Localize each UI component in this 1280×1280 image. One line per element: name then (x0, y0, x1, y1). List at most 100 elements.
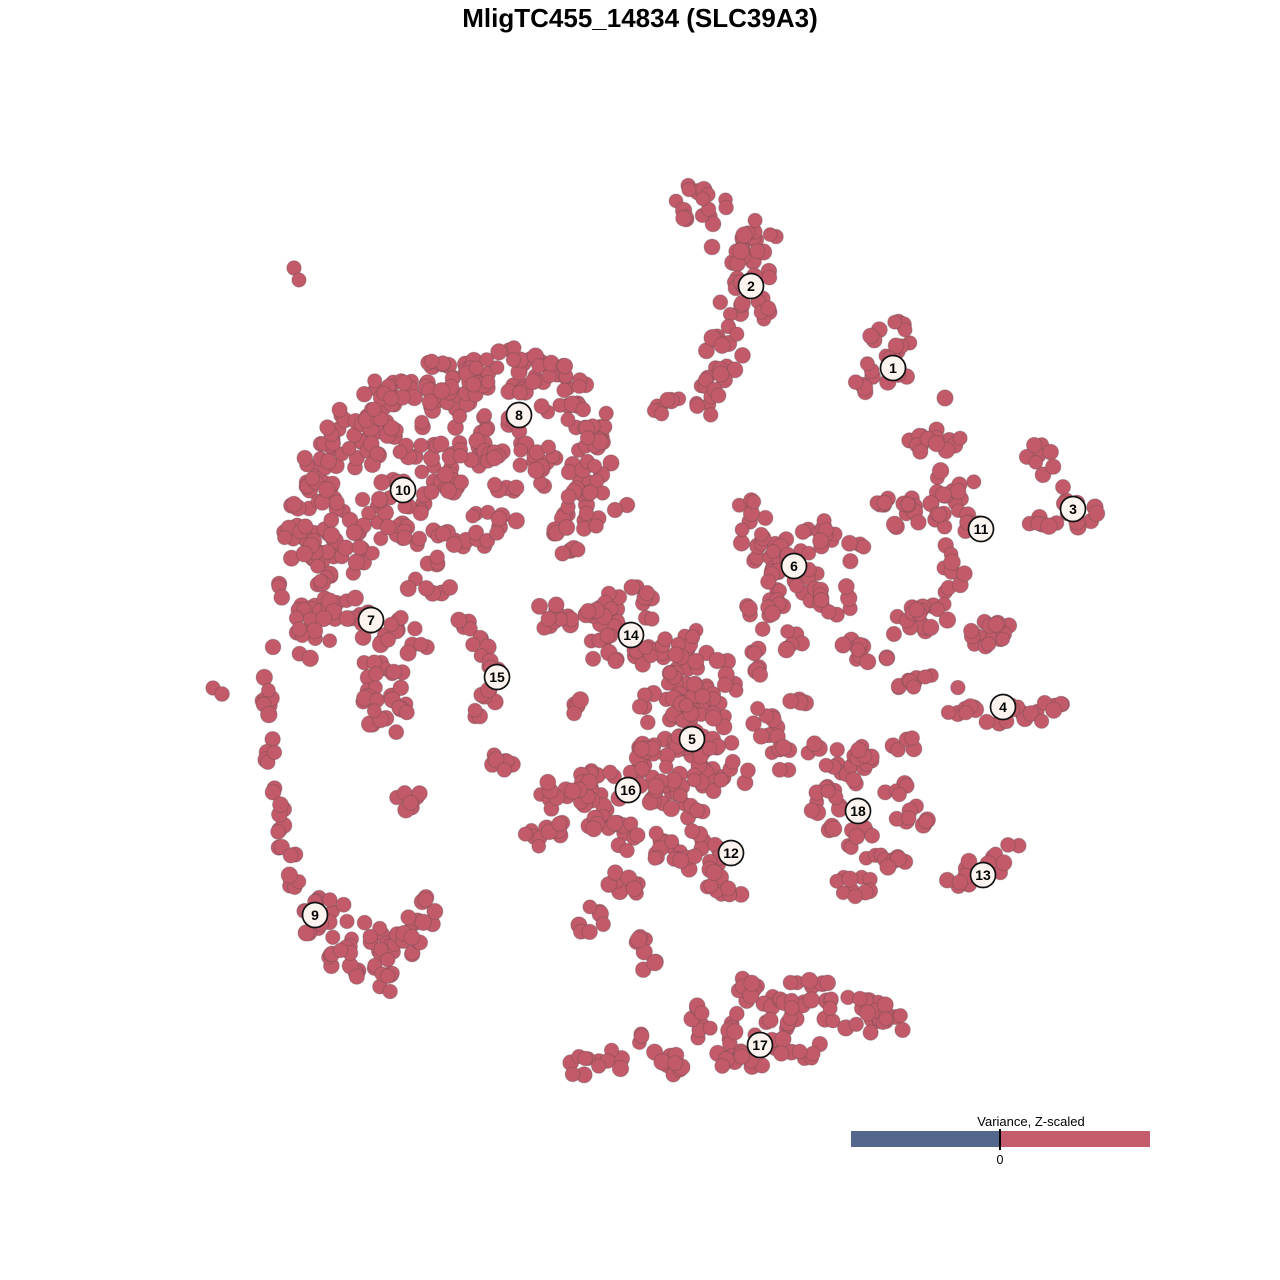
data-point (802, 991, 821, 1009)
cluster-label-10: 10 (389, 476, 417, 504)
data-point (931, 462, 950, 480)
cluster-label-number: 14 (623, 627, 639, 643)
data-point (864, 827, 881, 844)
data-point (890, 742, 906, 758)
data-point (331, 401, 348, 418)
data-point (332, 942, 349, 959)
cluster-label-number: 18 (850, 803, 866, 819)
data-point (639, 714, 656, 731)
data-point (841, 870, 859, 888)
data-point (963, 622, 980, 640)
data-point (743, 974, 761, 992)
data-point (585, 650, 602, 667)
data-point (318, 480, 336, 499)
data-point (842, 553, 859, 570)
data-point (698, 372, 714, 388)
data-point (801, 545, 817, 561)
data-point (611, 1059, 630, 1078)
cluster-label-circle (617, 621, 645, 649)
data-point (322, 633, 338, 649)
cluster-label-4: 4 (989, 693, 1017, 721)
data-point (848, 828, 866, 845)
data-point (595, 916, 612, 933)
legend-tick-label: 0 (997, 1153, 1004, 1167)
data-point (388, 724, 405, 741)
data-point (1033, 713, 1050, 729)
cluster-label-number: 12 (723, 845, 739, 861)
data-point (753, 526, 770, 543)
data-point (623, 816, 639, 832)
data-point (426, 902, 444, 920)
data-point (338, 610, 356, 627)
data-point (588, 518, 604, 534)
data-point (560, 463, 578, 481)
data-point (380, 952, 396, 968)
data-point (885, 625, 903, 643)
data-point (322, 892, 338, 908)
data-point (949, 482, 967, 500)
data-point (848, 1016, 864, 1033)
data-point (978, 713, 995, 731)
data-point (280, 866, 299, 884)
cluster-label-9: 9 (301, 901, 329, 929)
data-point (606, 814, 624, 832)
data-point (1088, 504, 1106, 523)
data-point (644, 611, 660, 627)
data-point (270, 824, 287, 840)
data-point (272, 796, 289, 813)
data-point (981, 636, 997, 652)
cluster-label-circle (483, 663, 511, 691)
data-point (465, 376, 482, 393)
data-point (876, 996, 894, 1014)
data-point (589, 473, 605, 489)
data-point (531, 838, 547, 854)
data-point (938, 611, 957, 629)
cluster-label-number: 13 (975, 867, 991, 883)
data-point (507, 512, 525, 530)
data-point (703, 238, 721, 256)
data-point (266, 744, 283, 761)
data-point (952, 430, 968, 446)
data-point (664, 834, 680, 850)
data-point (887, 314, 903, 330)
data-point (702, 407, 719, 423)
data-point (718, 199, 734, 216)
data-point (301, 649, 320, 668)
data-point (465, 508, 481, 524)
data-point (754, 621, 771, 637)
data-point (929, 602, 946, 618)
data-point (862, 327, 879, 345)
data-point (820, 604, 837, 620)
data-point (917, 669, 933, 685)
data-point (403, 928, 421, 946)
data-point (291, 621, 308, 637)
data-point (662, 665, 678, 681)
data-point (379, 968, 396, 985)
data-point (943, 553, 961, 572)
legend-bar-negative (851, 1131, 1000, 1147)
data-point (987, 616, 1005, 633)
data-point (726, 1023, 744, 1041)
cluster-label-circle (357, 606, 385, 634)
data-point (958, 705, 974, 721)
data-point (310, 558, 326, 574)
data-point (407, 620, 423, 637)
cluster-label-12: 12 (717, 839, 745, 867)
cluster-label-circle (717, 839, 745, 867)
data-point (320, 453, 337, 470)
data-point (382, 983, 398, 1000)
data-point (629, 930, 648, 949)
data-point (760, 573, 777, 590)
cluster-label-5: 5 (678, 725, 706, 753)
data-point (380, 632, 397, 648)
data-point (623, 578, 641, 596)
data-point (513, 443, 528, 458)
data-point (421, 393, 439, 411)
data-point (648, 825, 664, 841)
data-point (705, 863, 723, 881)
data-point (356, 914, 373, 931)
data-point (894, 1021, 911, 1039)
data-point (845, 771, 862, 789)
data-point (366, 703, 382, 719)
data-point (490, 510, 508, 528)
